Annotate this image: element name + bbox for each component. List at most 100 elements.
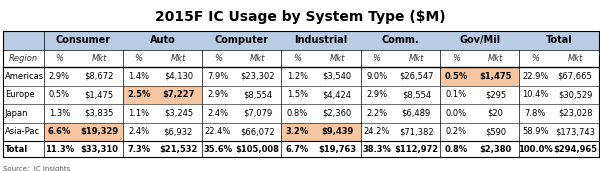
Text: $23,302: $23,302 xyxy=(241,72,275,81)
Text: $3,245: $3,245 xyxy=(164,109,193,118)
Text: $7,227: $7,227 xyxy=(162,90,194,99)
Text: 6.7%: 6.7% xyxy=(286,145,309,154)
Text: 1.5%: 1.5% xyxy=(287,90,308,99)
Text: Mkt: Mkt xyxy=(91,54,107,63)
Text: $26,547: $26,547 xyxy=(399,72,434,81)
Text: 0.5%: 0.5% xyxy=(445,72,467,81)
Text: 100.0%: 100.0% xyxy=(518,145,553,154)
Text: $2,360: $2,360 xyxy=(322,109,352,118)
Text: $3,540: $3,540 xyxy=(322,72,352,81)
Bar xyxy=(440,67,472,86)
Text: 2.4%: 2.4% xyxy=(128,127,149,136)
Text: $4,130: $4,130 xyxy=(164,72,193,81)
Bar xyxy=(155,86,202,104)
Text: $8,672: $8,672 xyxy=(85,72,114,81)
Text: Total: Total xyxy=(5,145,28,154)
Text: $294,965: $294,965 xyxy=(553,145,597,154)
Text: 22.4%: 22.4% xyxy=(205,127,231,136)
Text: 2.9%: 2.9% xyxy=(366,90,387,99)
Text: $20: $20 xyxy=(488,109,503,118)
Text: Auto: Auto xyxy=(149,35,175,45)
Text: Mkt: Mkt xyxy=(568,54,583,63)
Text: %: % xyxy=(373,54,380,63)
Text: Computer: Computer xyxy=(215,35,269,45)
Text: Mkt: Mkt xyxy=(250,54,265,63)
Text: 35.6%: 35.6% xyxy=(203,145,233,154)
Text: 38.3%: 38.3% xyxy=(362,145,391,154)
Text: 7.3%: 7.3% xyxy=(127,145,150,154)
Text: $112,972: $112,972 xyxy=(394,145,439,154)
Text: Source:  IC Insights: Source: IC Insights xyxy=(3,166,70,171)
Text: $6,489: $6,489 xyxy=(402,109,431,118)
Bar xyxy=(281,123,313,141)
Text: $105,008: $105,008 xyxy=(236,145,280,154)
Text: 3.2%: 3.2% xyxy=(286,127,309,136)
Text: 1.2%: 1.2% xyxy=(287,72,308,81)
Text: 0.8%: 0.8% xyxy=(445,145,467,154)
Text: $8,554: $8,554 xyxy=(243,90,272,99)
Text: 10.4%: 10.4% xyxy=(522,90,548,99)
Text: 2.4%: 2.4% xyxy=(208,109,229,118)
Text: 1.3%: 1.3% xyxy=(49,109,70,118)
Text: $66,072: $66,072 xyxy=(241,127,275,136)
Bar xyxy=(44,123,75,141)
Bar xyxy=(3,31,599,50)
Text: 2.9%: 2.9% xyxy=(49,72,70,81)
Text: $8,554: $8,554 xyxy=(402,90,431,99)
Text: $590: $590 xyxy=(485,127,506,136)
Text: $3,835: $3,835 xyxy=(85,109,114,118)
Text: Japan: Japan xyxy=(5,109,28,118)
Text: %: % xyxy=(214,54,222,63)
Text: $7,079: $7,079 xyxy=(243,109,272,118)
Bar xyxy=(313,123,361,141)
Text: Mkt: Mkt xyxy=(409,54,424,63)
Text: Mkt: Mkt xyxy=(170,54,186,63)
Text: 7.8%: 7.8% xyxy=(524,109,546,118)
Text: $1,475: $1,475 xyxy=(479,72,512,81)
Text: %: % xyxy=(532,54,539,63)
Text: $71,382: $71,382 xyxy=(399,127,434,136)
Text: Asia-Pac: Asia-Pac xyxy=(5,127,40,136)
Text: Gov/Mil: Gov/Mil xyxy=(459,35,500,45)
Text: $1,475: $1,475 xyxy=(85,90,113,99)
Text: $23,028: $23,028 xyxy=(558,109,592,118)
Text: $9,439: $9,439 xyxy=(321,127,353,136)
Text: 2.5%: 2.5% xyxy=(127,90,151,99)
Text: Mkt: Mkt xyxy=(329,54,345,63)
Text: $21,532: $21,532 xyxy=(159,145,197,154)
Text: 0.1%: 0.1% xyxy=(445,90,467,99)
Text: $33,310: $33,310 xyxy=(80,145,118,154)
Text: 58.9%: 58.9% xyxy=(522,127,548,136)
Text: 1.4%: 1.4% xyxy=(128,72,149,81)
Text: Total: Total xyxy=(546,35,572,45)
Text: Industrial: Industrial xyxy=(295,35,348,45)
Text: Comm.: Comm. xyxy=(382,35,419,45)
Text: %: % xyxy=(135,54,143,63)
Text: $295: $295 xyxy=(485,90,506,99)
Text: Europe: Europe xyxy=(5,90,35,99)
Text: 9.0%: 9.0% xyxy=(366,72,387,81)
Text: 2.9%: 2.9% xyxy=(208,90,229,99)
Text: Region: Region xyxy=(8,54,38,63)
Text: $173,743: $173,743 xyxy=(555,127,595,136)
Text: 24.2%: 24.2% xyxy=(364,127,390,136)
Text: 22.9%: 22.9% xyxy=(522,72,548,81)
Text: Consumer: Consumer xyxy=(56,35,111,45)
Text: 2015F IC Usage by System Type ($M): 2015F IC Usage by System Type ($M) xyxy=(155,10,445,24)
Text: $6,932: $6,932 xyxy=(164,127,193,136)
Text: 0.5%: 0.5% xyxy=(49,90,70,99)
Text: $67,665: $67,665 xyxy=(557,72,592,81)
Bar xyxy=(75,123,123,141)
Text: 6.6%: 6.6% xyxy=(47,127,71,136)
Text: 0.0%: 0.0% xyxy=(445,109,467,118)
Text: 0.8%: 0.8% xyxy=(287,109,308,118)
Text: Mkt: Mkt xyxy=(488,54,503,63)
Bar xyxy=(472,67,520,86)
Text: 0.2%: 0.2% xyxy=(445,127,467,136)
Bar xyxy=(123,86,155,104)
Text: 1.1%: 1.1% xyxy=(128,109,149,118)
Text: $19,763: $19,763 xyxy=(318,145,356,154)
Text: Americas: Americas xyxy=(5,72,44,81)
Text: %: % xyxy=(452,54,460,63)
Text: $4,424: $4,424 xyxy=(323,90,352,99)
